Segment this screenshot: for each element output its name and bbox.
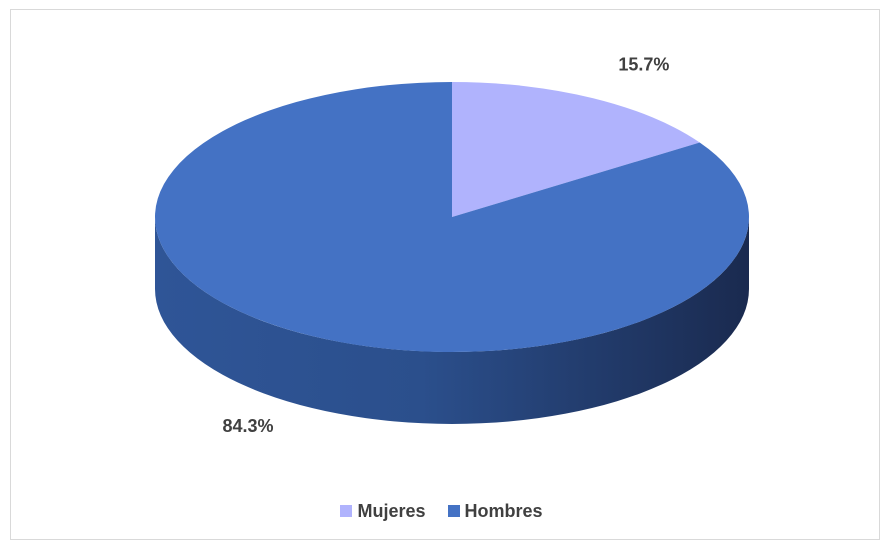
pie-data-labels: 15.7% 84.3% xyxy=(222,55,669,436)
pie-side-wall xyxy=(155,217,749,424)
legend: Mujeres Hombres xyxy=(0,497,883,525)
pie-slice-mujeres xyxy=(452,82,700,217)
pie-side-band xyxy=(155,217,749,424)
legend-label-mujeres: Mujeres xyxy=(357,500,426,521)
legend-swatch-hombres xyxy=(447,505,460,517)
data-label-hombres: 84.3% xyxy=(222,416,273,436)
legend-swatch-mujeres xyxy=(340,505,353,517)
data-label-mujeres: 15.7% xyxy=(618,55,669,75)
legend-item-mujeres: Mujeres xyxy=(340,500,426,522)
pie-slice-hombres xyxy=(155,82,749,353)
legend-label-hombres: Hombres xyxy=(464,500,543,521)
legend-item-hombres: Hombres xyxy=(447,500,543,522)
pie-top-face xyxy=(155,82,749,353)
